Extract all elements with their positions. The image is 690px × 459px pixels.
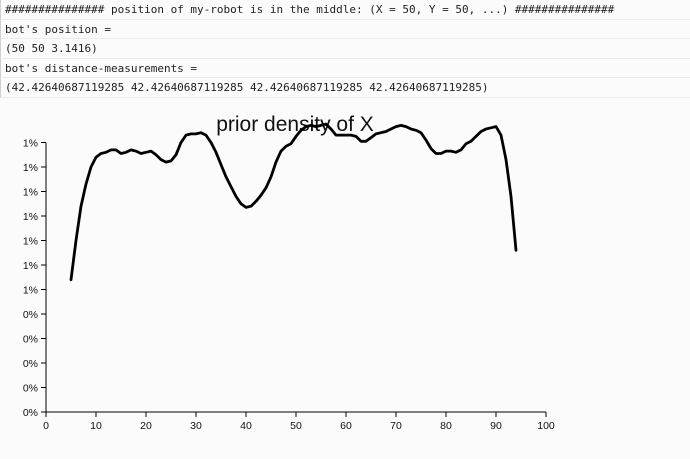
chart-axes (45, 142, 546, 413)
x-tick-label: 20 (140, 420, 152, 432)
y-tick-label: 0% (23, 334, 38, 346)
y-tick-label: 1% (23, 260, 38, 272)
y-tick-label: 0% (23, 383, 38, 395)
y-tick-label: 1% (23, 162, 38, 174)
x-tick-label: 70 (390, 420, 402, 432)
console-output: ############### position of my-robot is … (0, 0, 690, 98)
x-tick-label: 30 (190, 420, 202, 432)
x-tick-label: 90 (490, 420, 502, 432)
x-tick-label: 10 (90, 420, 102, 432)
y-tick-label: 0% (23, 407, 38, 419)
x-tick-label: 40 (240, 420, 252, 432)
x-tick-label: 50 (290, 420, 302, 432)
y-tick-label: 1% (23, 285, 38, 297)
y-tick-label: 1% (23, 187, 38, 199)
y-tick-label: 1% (23, 138, 38, 150)
x-tick-label: 0 (43, 420, 49, 432)
console-line: bot's position = (0, 19, 690, 39)
x-tick-label: 80 (440, 420, 452, 432)
y-tick-label: 1% (23, 211, 38, 223)
x-tick-label: 100 (537, 420, 555, 432)
plot-area (69, 122, 518, 282)
console-line: (50 50 3.1416) (0, 39, 690, 59)
y-tick-label: 1% (23, 236, 38, 248)
console-header-line: ############### position of my-robot is … (0, 0, 690, 20)
console-line: bot's distance-measurements = (0, 58, 690, 78)
density-chart: prior density of X 0 10 20 30 40 50 60 70 80 90 10… (23, 113, 555, 432)
y-tick-label: 0% (23, 358, 38, 370)
console-line: (42.42640687119285 42.42640687119285 42.… (0, 78, 690, 98)
chart-title: prior density of X (216, 113, 374, 136)
y-tick-label: 0% (23, 309, 38, 321)
series-line (69, 122, 518, 282)
y-axis-ticks: 0% 0% 0% 0% 0% 1% 1% 1% 1% 1% 1% 1% (23, 138, 46, 419)
x-axis-ticks: 0 10 20 30 40 50 60 70 80 90 100 (43, 412, 555, 432)
x-tick-label: 60 (340, 420, 352, 432)
